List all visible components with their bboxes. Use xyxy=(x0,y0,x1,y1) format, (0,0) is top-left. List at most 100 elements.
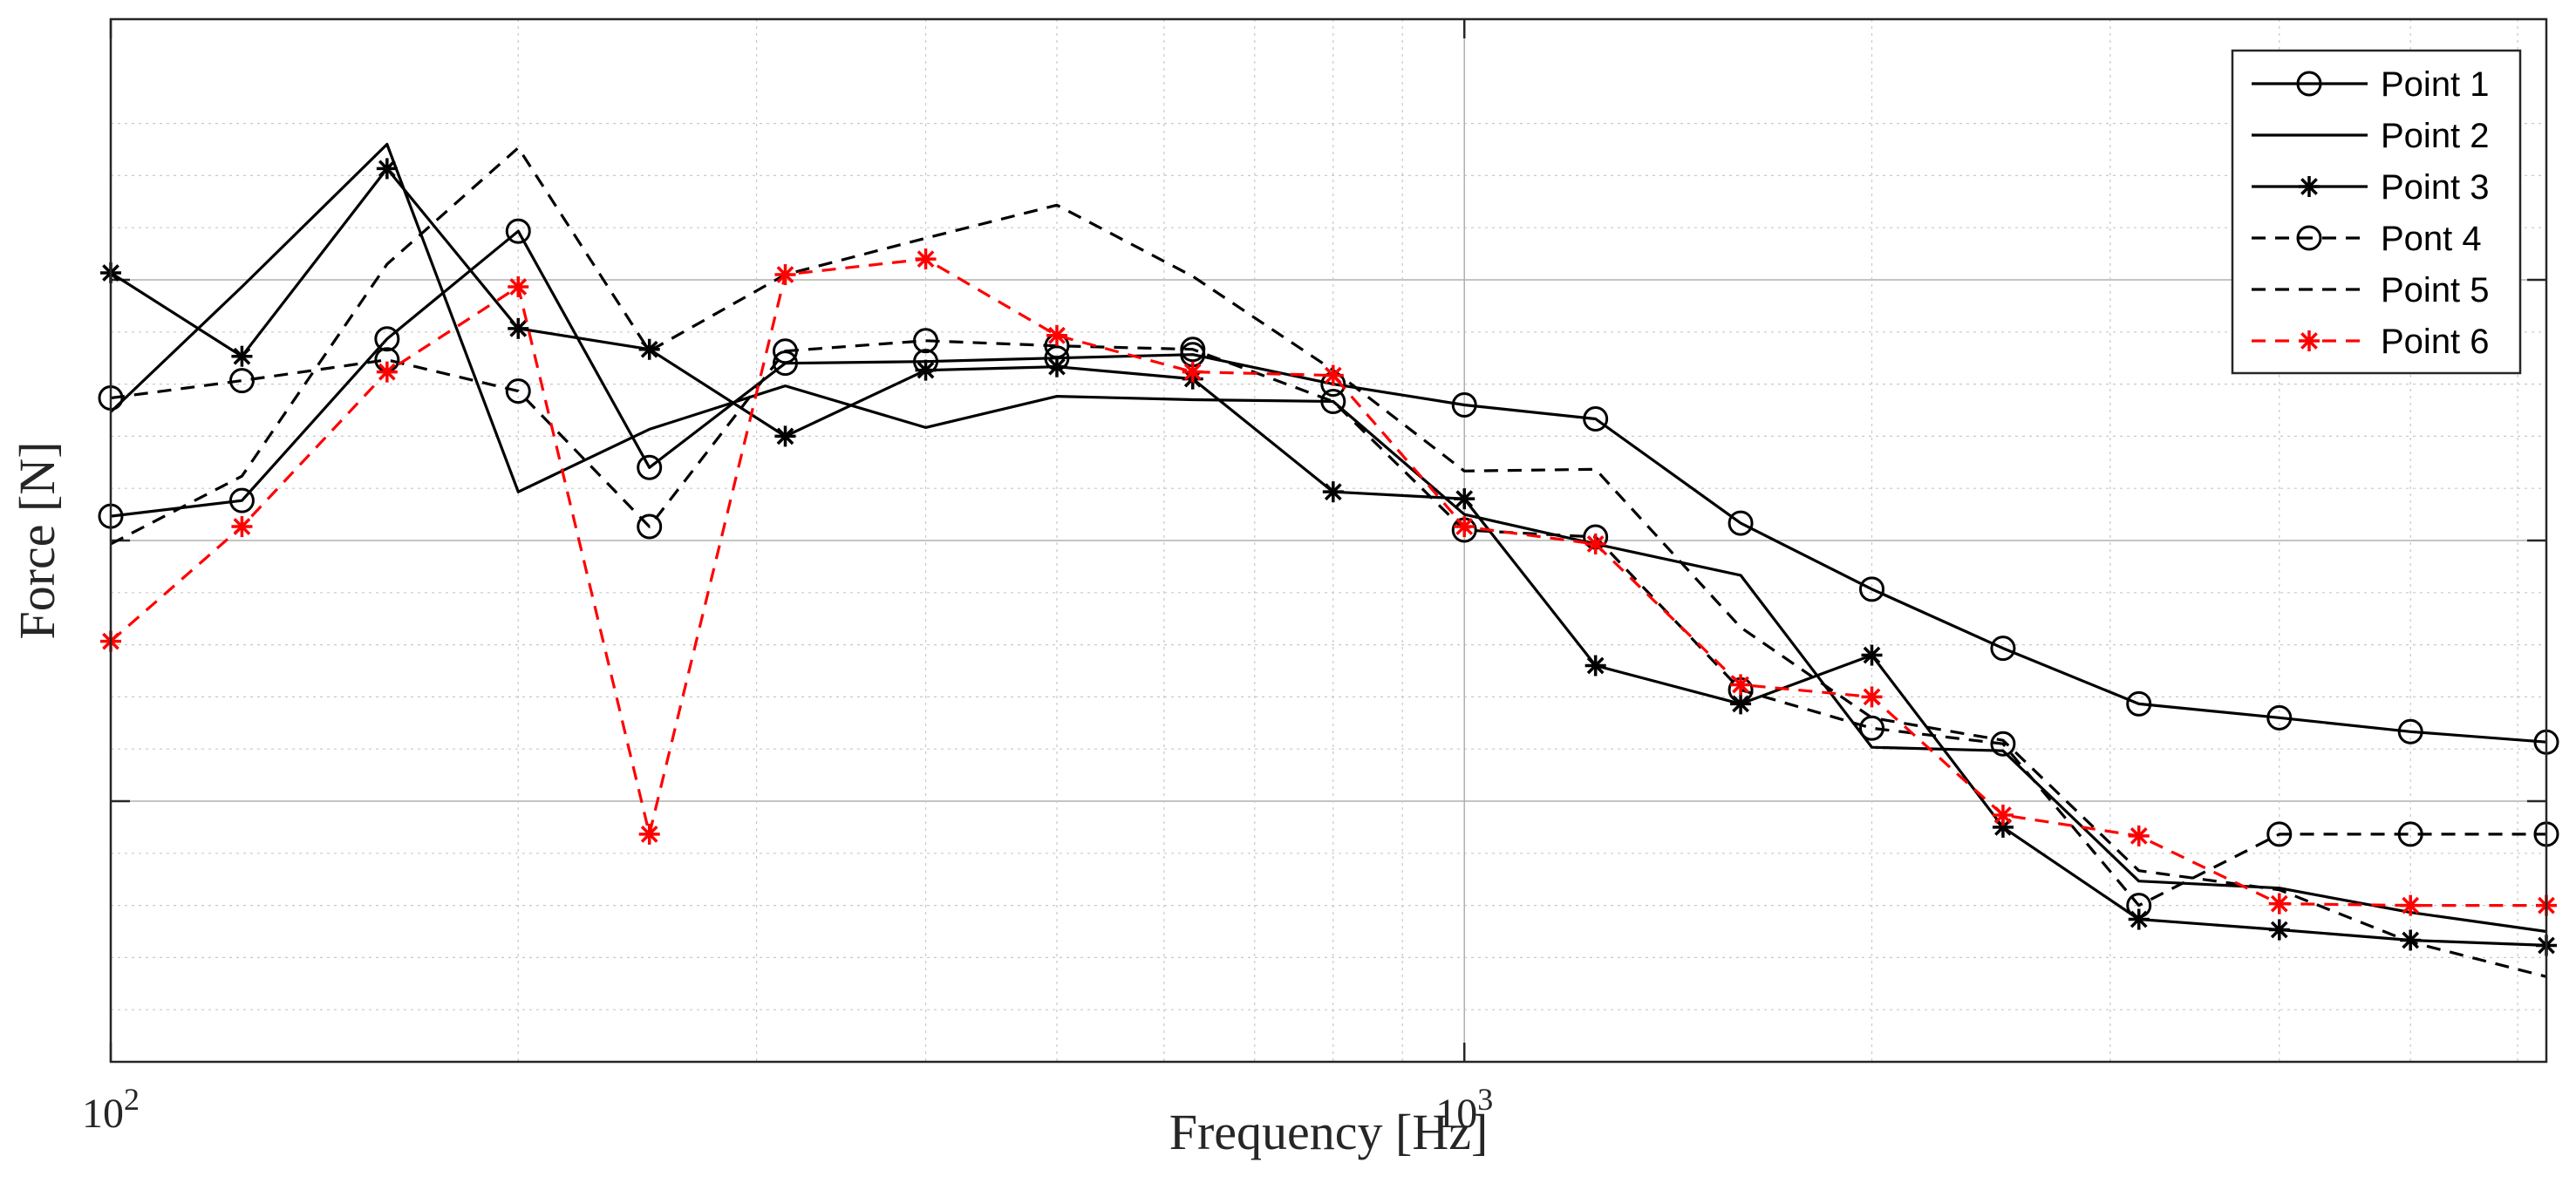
data-point-marker-star xyxy=(1182,361,1203,383)
data-point-marker-star xyxy=(774,425,796,447)
star-stroke xyxy=(233,347,251,365)
data-point-marker-star xyxy=(638,823,660,845)
data-point-marker-star xyxy=(508,317,529,339)
grid xyxy=(110,19,2546,1062)
series-line xyxy=(110,146,2547,978)
data-point-marker-star xyxy=(1861,644,1883,666)
data-point-marker-star xyxy=(1322,364,1344,386)
data-point-marker-circle xyxy=(1859,715,1885,741)
data-point-marker-circle xyxy=(1180,337,1206,363)
legend-box xyxy=(2231,49,2522,375)
data-point-marker-star xyxy=(1046,324,1067,346)
data-point-marker-circle xyxy=(1990,731,2016,757)
data-point-marker-star xyxy=(1454,488,1475,510)
data-point-marker-circle xyxy=(2266,821,2293,847)
star-stroke xyxy=(917,361,935,379)
x-tick-base: 10 xyxy=(82,1091,124,1137)
star-stroke xyxy=(1586,535,1605,553)
star-stroke xyxy=(1048,326,1066,344)
star-stroke xyxy=(2300,178,2318,195)
data-point-marker-circle xyxy=(1583,405,1609,432)
data-point-marker-star xyxy=(1992,804,2014,826)
data-point-marker-circle xyxy=(228,487,255,513)
y-axis-label: Force [N] xyxy=(9,441,65,639)
star-stroke xyxy=(2402,896,2420,914)
star-stroke xyxy=(776,427,794,445)
data-point-marker-circle xyxy=(913,328,939,354)
data-point-marker-star xyxy=(1584,533,1606,554)
x-tick-labels: 102 103 xyxy=(82,1082,1493,1137)
data-point-marker-star xyxy=(508,275,529,297)
x-axis-label: Frequency [Hz] xyxy=(1169,1104,1489,1160)
data-point-marker-star xyxy=(2268,893,2290,914)
data-point-marker-star xyxy=(1322,481,1344,503)
data-point-marker-circle xyxy=(2397,718,2423,744)
star-stroke xyxy=(776,266,794,283)
data-point-marker-star xyxy=(376,361,398,383)
star-stroke xyxy=(2270,894,2288,913)
data-point-marker-circle xyxy=(2266,704,2293,731)
legend-item: Point 1 xyxy=(2252,65,2490,104)
data-point-marker-circle xyxy=(1320,389,1346,415)
x-tick-base: 10 xyxy=(1435,1091,1477,1137)
legend-label: Point 6 xyxy=(2381,323,2490,361)
legend-item: Point 6 xyxy=(2252,323,2490,361)
star-stroke xyxy=(917,250,935,268)
data-point-marker-star xyxy=(2299,330,2320,351)
x-tick-label: 103 xyxy=(1435,1082,1493,1137)
data-point-marker-circle xyxy=(1990,636,2016,662)
data-point-marker-circle xyxy=(637,513,663,540)
legend-item: Point 3 xyxy=(2252,168,2490,207)
star-stroke xyxy=(1455,490,1474,508)
data-point-marker-star xyxy=(1584,655,1606,676)
legend-label: Point 3 xyxy=(2381,168,2490,207)
data-point-marker-star xyxy=(231,345,253,367)
star-stroke xyxy=(378,160,396,178)
data-point-marker-star xyxy=(915,359,937,381)
data-point-marker-star xyxy=(231,516,253,538)
data-point-marker-circle xyxy=(1859,576,1885,602)
series-line xyxy=(110,339,2546,908)
star-stroke xyxy=(1732,676,1749,694)
series-line xyxy=(109,257,2546,908)
data-point-marker-circle xyxy=(505,378,531,405)
legend-label: Point 5 xyxy=(2381,271,2490,309)
data-point-marker-star xyxy=(915,248,937,270)
star-stroke xyxy=(509,278,528,296)
star-stroke xyxy=(640,825,658,843)
series-point-2 xyxy=(109,142,2547,934)
data-point-marker-circle xyxy=(1451,392,1477,418)
star-stroke xyxy=(1994,806,2012,824)
data-point-marker-star xyxy=(376,158,398,180)
data-point-marker-circle xyxy=(505,218,531,244)
data-point-marker-circle xyxy=(1728,510,1754,536)
series-pont-4 xyxy=(98,328,2559,919)
series-line xyxy=(109,142,2547,934)
data-point-marker-circle xyxy=(228,368,255,394)
star-stroke xyxy=(2270,921,2288,939)
data-point-marker-star xyxy=(1730,693,1752,715)
series-line xyxy=(110,167,2547,947)
data-point-marker-star xyxy=(1046,356,1067,377)
data-point-marker-circle xyxy=(2126,690,2152,717)
data-point-marker-circle xyxy=(2296,71,2322,97)
star-stroke xyxy=(2300,332,2318,350)
star-stroke xyxy=(233,518,251,535)
legend-item: Point 5 xyxy=(2252,271,2490,309)
legend-item: Point 2 xyxy=(2252,117,2490,155)
star-stroke xyxy=(1455,518,1474,535)
star-stroke xyxy=(1324,366,1342,384)
legend-label: Point 2 xyxy=(2381,117,2490,155)
series-point-6 xyxy=(100,248,2557,916)
x-tick-exponent: 3 xyxy=(1477,1082,1493,1117)
data-point-marker-star xyxy=(2268,919,2290,941)
data-point-marker-star xyxy=(2128,908,2150,930)
data-point-marker-star xyxy=(1454,516,1475,538)
data-point-marker-circle xyxy=(374,326,400,352)
data-point-marker-circle xyxy=(772,338,798,364)
star-stroke xyxy=(1048,357,1066,376)
plot-frame xyxy=(109,17,2548,1064)
data-point-marker-star xyxy=(2400,894,2422,916)
data-point-marker-circle xyxy=(2126,893,2152,919)
